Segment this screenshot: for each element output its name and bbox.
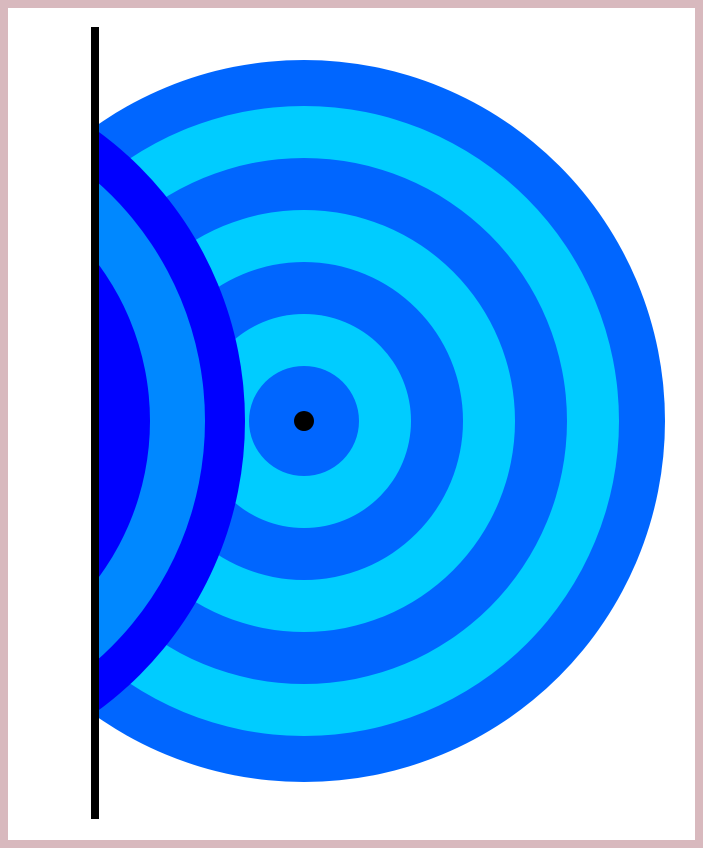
wave-rings <box>95 60 665 782</box>
reflected-ring <box>95 259 150 583</box>
source-point <box>294 411 314 431</box>
wall <box>91 27 99 819</box>
